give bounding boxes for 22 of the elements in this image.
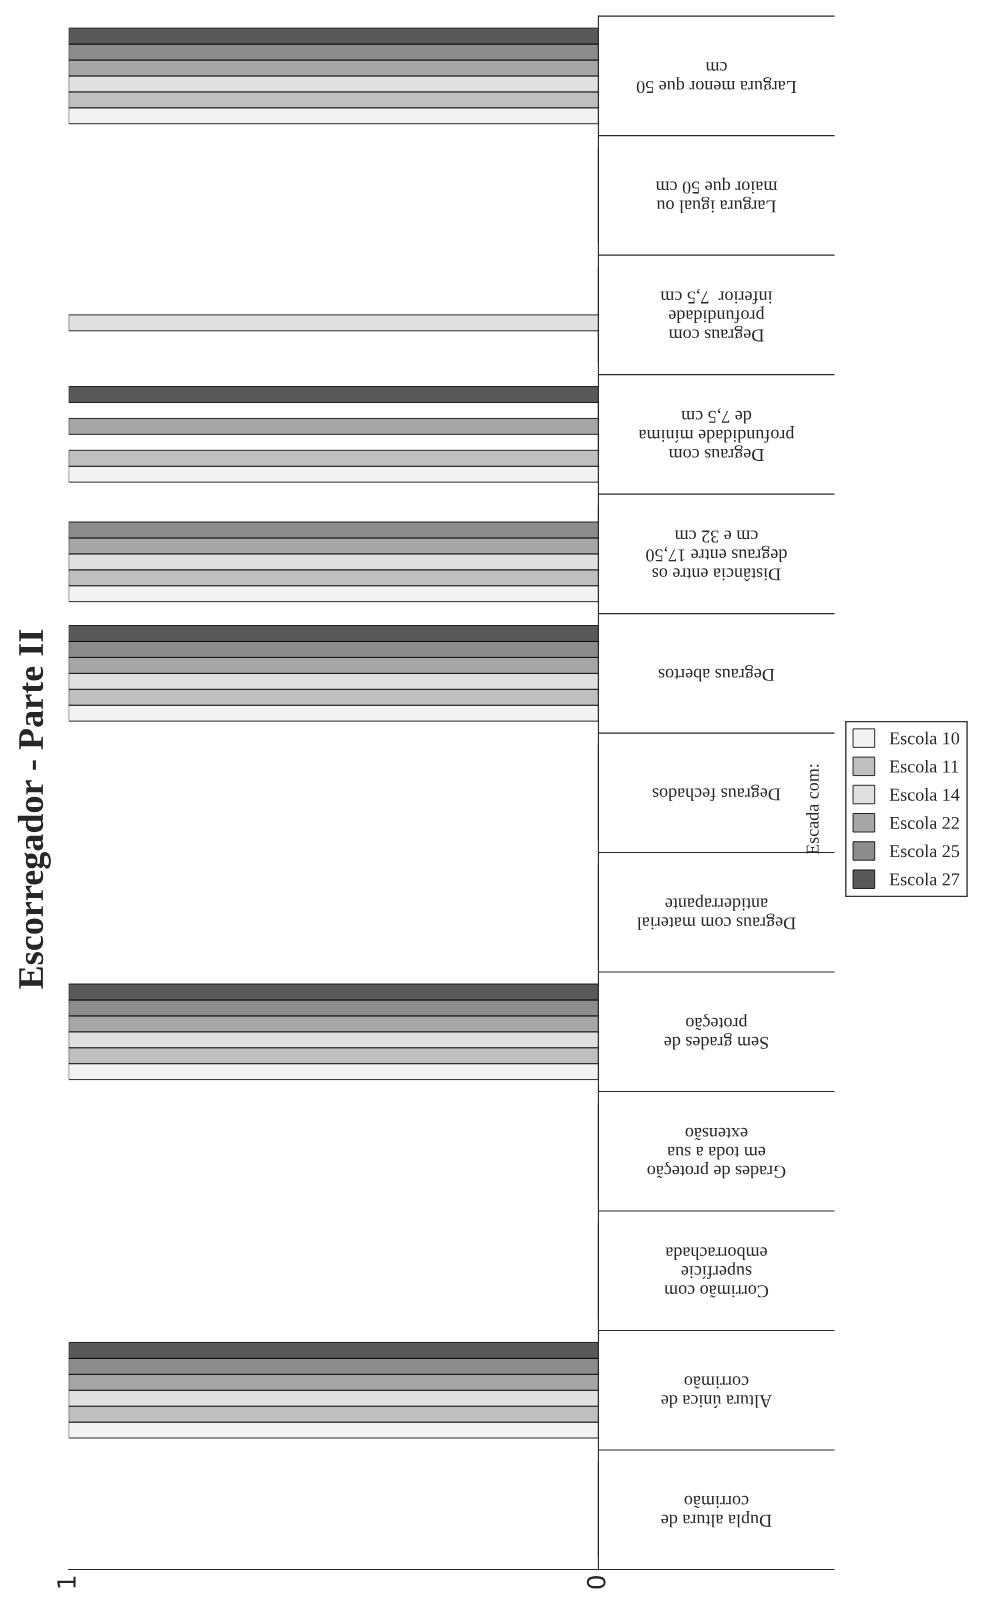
- legend-label: Escola 11: [889, 759, 959, 773]
- text: Escorregador - Parte II: [17, 629, 51, 989]
- y-tick-label: Degraus com material antiderrapante: [637, 894, 796, 930]
- y-tick-label: Distância entre os degraus entre 17,50 cm e 32 cm: [646, 530, 787, 581]
- legend-label: Escola 27: [889, 872, 960, 886]
- x-tick-label: 1: [57, 1576, 76, 1588]
- y-tick-label: Largura igual ou maior que 50 cm: [655, 177, 778, 214]
- y-tick-label: Degraus com profundidade inferior 7,5 cm: [660, 288, 773, 342]
- y-tick-label: Largura menor que 50 cm: [636, 61, 797, 94]
- y-tick-label: Corrimão com superfície emborrachada: [664, 1247, 769, 1298]
- y-tick-label: Degraus abertos: [658, 665, 775, 682]
- y-tick-label: Grades de proteção em toda a sua extensão: [647, 1127, 786, 1179]
- legend-label: Escola 22: [889, 816, 959, 830]
- legend-label: Escola 10: [889, 731, 960, 745]
- x-tick-label: 0: [586, 1575, 606, 1589]
- y-tick-label: Sem grades de proteção: [664, 1014, 768, 1050]
- y-tick-label: Degraus fechados: [652, 784, 781, 802]
- y-tick-label: Dupla altura de corrimão: [661, 1495, 772, 1528]
- legend-label: Escola 25: [889, 844, 960, 858]
- y-tick-label: Altura única de corrimão: [661, 1376, 772, 1408]
- y-tick-label: Degraus com profundidade mínima de 7,5 cm: [638, 408, 795, 461]
- legend-label: Escola 14: [889, 788, 960, 801]
